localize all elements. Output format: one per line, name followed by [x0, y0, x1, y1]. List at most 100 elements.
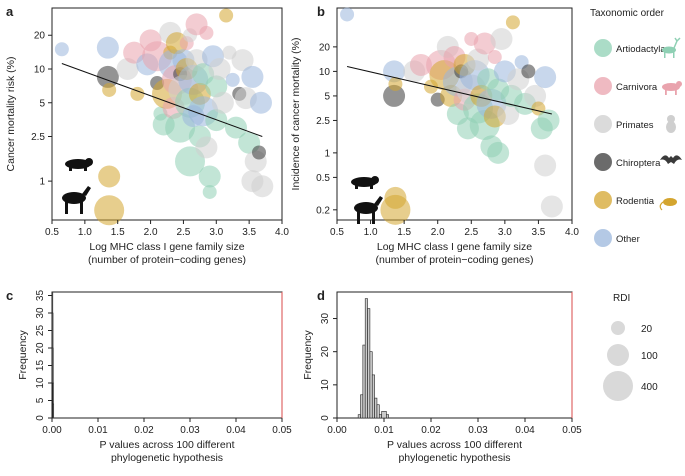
bat-icon — [660, 155, 682, 164]
y-tick-label: 10 — [320, 379, 331, 391]
data-point — [383, 84, 406, 107]
legend-label: Artiodactyla — [616, 44, 666, 55]
histogram-bar — [381, 411, 387, 419]
y-tick-label: 1 — [324, 148, 330, 159]
y-tick-label: 20 — [320, 346, 331, 358]
monkey-head — [667, 115, 675, 123]
rdi-swatch — [607, 344, 629, 366]
histogram-bar — [378, 414, 382, 419]
data-point — [208, 58, 231, 81]
x-tick-label: 0.04 — [226, 425, 246, 436]
y-tick-label: 20 — [35, 342, 46, 354]
histogram-panel-c: 0.00 0.01 0.02 0.03 0.04 0.05 0 5 10 15 20 25 30 35 P … — [17, 290, 292, 464]
x-tick-label: 3.5 — [531, 227, 545, 238]
data-point — [54, 42, 69, 57]
deer-silhouette-a — [62, 186, 91, 214]
mouse-body — [663, 198, 677, 206]
legend: Taxonomic order Artiodactyla Carnivora Pri… — [590, 8, 682, 401]
data-point — [490, 27, 513, 50]
legend-swatch — [594, 39, 612, 57]
histogram-bar — [357, 414, 361, 419]
deer-silhouette-b — [354, 196, 383, 224]
data-point — [473, 32, 496, 55]
y-tick-label: 10 — [34, 65, 46, 76]
legend-swatch — [594, 229, 612, 247]
x-tick-label: 0.05 — [562, 425, 582, 436]
data-point — [521, 64, 536, 79]
y-axis-label: Frequency — [17, 329, 29, 379]
monkey-body — [666, 121, 676, 133]
x-tick-label: 0.5 — [330, 227, 344, 238]
regression-line — [346, 65, 552, 115]
data-point — [165, 32, 188, 55]
y-tick-label: 0 — [35, 415, 46, 421]
y-axis-label: Incidence of cancer mortality (%) — [290, 38, 302, 191]
data-point — [340, 7, 355, 22]
data-point — [225, 72, 240, 87]
y-tick-label: 20 — [34, 31, 46, 42]
rdi-label: 100 — [641, 351, 658, 362]
legend-label: Other — [616, 234, 640, 245]
data-point — [534, 66, 557, 89]
y-tick-label: 10 — [35, 377, 46, 389]
legend-label: Chiroptera — [616, 158, 661, 169]
histogram-bar — [364, 298, 368, 419]
data-point — [249, 91, 272, 114]
data-point — [102, 82, 117, 97]
x-tick-label: 3.0 — [209, 227, 223, 238]
histogram-panel-d: 0.00 0.01 0.02 0.03 0.04 0.05 0 10 20 30 P values … — [302, 291, 582, 464]
legend-swatch — [594, 115, 612, 133]
x-tick-label: 0.01 — [88, 425, 108, 436]
y-tick-label: 0.2 — [316, 205, 330, 216]
rdi-legend-title: RDI — [613, 293, 630, 304]
data-point — [198, 165, 221, 188]
x-tick-label: 0.02 — [421, 425, 441, 436]
cat-head — [676, 81, 682, 87]
y-tick-label: 1 — [39, 177, 45, 188]
y-tick-label: 5 — [35, 397, 46, 403]
deer-antlers — [673, 37, 681, 49]
x-tick-label: 1.0 — [78, 227, 92, 238]
y-tick-label: 2.5 — [31, 132, 45, 143]
mole-rat-silhouette-a — [65, 158, 93, 171]
data-point — [195, 136, 218, 159]
legend-swatch — [594, 153, 612, 171]
x-axis-label: P values across 100 different — [99, 439, 234, 451]
x-axis-label-2: phylogenetic hypothesis — [398, 452, 510, 464]
x-tick-label: 3.0 — [498, 227, 512, 238]
legend-title: Taxonomic order — [590, 8, 665, 19]
x-axis-label: P values across 100 different — [387, 439, 522, 451]
x-axis-label: Log MHC class I gene family size — [89, 241, 244, 253]
panel-label-b: b — [317, 4, 325, 19]
data-point — [219, 8, 234, 23]
y-tick-label: 20 — [319, 42, 331, 53]
x-tick-label: 1.5 — [397, 227, 411, 238]
data-point — [225, 116, 247, 139]
x-tick-label: 0.04 — [515, 425, 535, 436]
x-axis-label-2: (number of protein−coding genes) — [376, 254, 534, 266]
histogram-bar — [369, 351, 373, 419]
data-point — [497, 103, 520, 125]
x-axis-label-2: phylogenetic hypothesis — [111, 452, 223, 464]
y-axis-label: Cancer mortality risk (%) — [5, 57, 17, 172]
data-point — [524, 84, 547, 107]
y-tick-label: 5 — [324, 91, 330, 102]
data-point — [487, 141, 510, 164]
data-point — [251, 175, 274, 198]
cat-leg — [665, 89, 667, 95]
x-tick-label: 1.5 — [111, 227, 125, 238]
histogram-bar — [367, 308, 371, 419]
legend-swatch — [594, 191, 612, 209]
data-point — [383, 60, 406, 83]
scatter-panel-b: 0.5 1.0 1.5 2.0 2.5 3.0 3.5 4.00.20.512.551020L… — [290, 7, 579, 266]
y-tick-label: 30 — [35, 307, 46, 319]
data-point — [94, 195, 125, 226]
y-tick-label: 0.5 — [316, 173, 330, 184]
x-tick-label: 0.5 — [45, 227, 59, 238]
data-point — [409, 53, 432, 76]
x-tick-label: 4.0 — [275, 227, 289, 238]
regression-line — [61, 63, 263, 137]
data-point — [537, 109, 560, 132]
rdi-swatch — [611, 321, 625, 335]
legend-label: Rodentia — [616, 196, 655, 207]
